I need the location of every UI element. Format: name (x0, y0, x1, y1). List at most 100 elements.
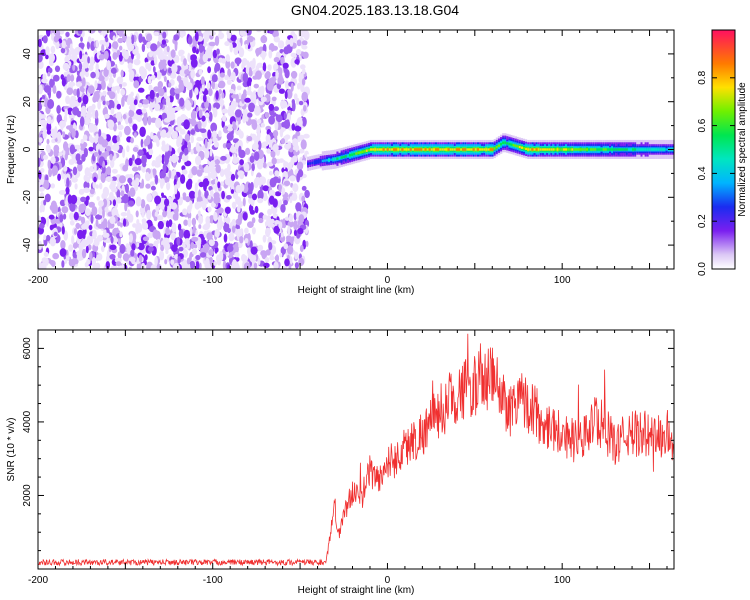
signal-cell (407, 148, 410, 151)
snr-y-tick-label: 6000 (22, 337, 33, 360)
noise-blob (47, 67, 53, 74)
noise-blob (73, 49, 77, 55)
noise-blob (215, 247, 219, 253)
signal-cell (554, 148, 557, 151)
noise-blob (273, 57, 280, 63)
noise-blob (168, 111, 176, 121)
noise-blob (286, 235, 292, 240)
noise-blob (157, 215, 163, 221)
noise-blob (260, 35, 268, 44)
noise-blob (129, 233, 133, 243)
noise-blob (107, 90, 113, 96)
noise-blob (56, 105, 61, 114)
noise-blob (107, 119, 115, 129)
signal-cell (546, 148, 549, 151)
noise-blob (239, 30, 245, 36)
noise-blob (255, 70, 262, 80)
noise-blob (159, 250, 165, 261)
noise-blob (192, 46, 197, 54)
noise-blob (210, 160, 216, 168)
noise-blob (227, 227, 231, 234)
noise-blob (163, 241, 171, 251)
signal-cell (328, 158, 331, 162)
noise-blob (207, 171, 211, 182)
noise-blob (124, 201, 128, 212)
signal-cell (560, 148, 564, 151)
noise-blob (142, 236, 150, 242)
noise-blob (180, 30, 187, 37)
noise-blob (193, 244, 198, 249)
noise-blob (248, 102, 256, 113)
noise-blob (163, 64, 167, 72)
noise-blob (274, 120, 279, 131)
noise-blob (211, 74, 218, 83)
noise-blob (62, 131, 66, 138)
noise-blob (268, 77, 276, 86)
noise-blob (116, 86, 120, 94)
spectrogram-y-axis-label: Frequency (Hz) (6, 115, 17, 184)
signal-cell (642, 148, 645, 151)
noise-blob (113, 236, 119, 244)
noise-blob (65, 186, 70, 195)
noise-blob (301, 45, 308, 50)
noise-blob (122, 113, 127, 120)
noise-blob (143, 115, 148, 126)
signal-cell (418, 148, 421, 151)
noise-blob (52, 84, 57, 94)
signal-cell (384, 148, 387, 151)
noise-blob (281, 187, 286, 195)
noise-blob (302, 68, 306, 75)
signal-cell (525, 147, 528, 151)
signal-cell (435, 148, 438, 151)
signal-cell (445, 148, 448, 151)
noise-blob (127, 177, 133, 184)
noise-blob (253, 83, 259, 89)
signal-cell (544, 148, 547, 151)
noise-blob (117, 124, 124, 131)
signal-cell (508, 142, 511, 146)
noise-blob (174, 184, 178, 195)
noise-blob (202, 224, 210, 231)
noise-blob (207, 129, 212, 140)
noise-blob (267, 220, 273, 228)
noise-blob (180, 174, 186, 184)
signal-cell (351, 153, 354, 156)
noise-blob (280, 232, 284, 238)
signal-cell (531, 148, 534, 151)
noise-blob (145, 171, 150, 180)
noise-blob (284, 216, 290, 221)
noise-blob (294, 125, 302, 132)
noise-blob (208, 111, 213, 122)
noise-blob (291, 123, 296, 131)
signal-cell (460, 148, 463, 151)
noise-blob (293, 212, 297, 221)
noise-blob (157, 81, 163, 89)
noise-blob (298, 118, 303, 127)
signal-cell (657, 148, 660, 151)
signal-cell (353, 152, 356, 156)
noise-blob (255, 47, 262, 56)
noise-blob (230, 61, 235, 69)
noise-blob (192, 224, 196, 235)
signal-cell (319, 160, 322, 163)
noise-blob (132, 49, 139, 55)
noise-blob (60, 240, 66, 250)
noise-blob (258, 212, 265, 220)
noise-blob (277, 40, 285, 49)
noise-blob (53, 35, 59, 43)
noise-blob (283, 112, 287, 120)
noise-blob (184, 150, 188, 156)
noise-blob (69, 212, 75, 221)
noise-blob (54, 65, 61, 73)
noise-blob (229, 88, 235, 94)
noise-blob (166, 126, 174, 134)
noise-blob (245, 147, 251, 155)
noise-blob (91, 206, 98, 216)
signal-cell (451, 148, 454, 151)
signal-cell (453, 148, 457, 151)
noise-blob (119, 231, 123, 238)
noise-blob (156, 47, 163, 57)
noise-blob (102, 30, 107, 37)
noise-blob (194, 87, 199, 96)
noise-blob (141, 262, 146, 269)
